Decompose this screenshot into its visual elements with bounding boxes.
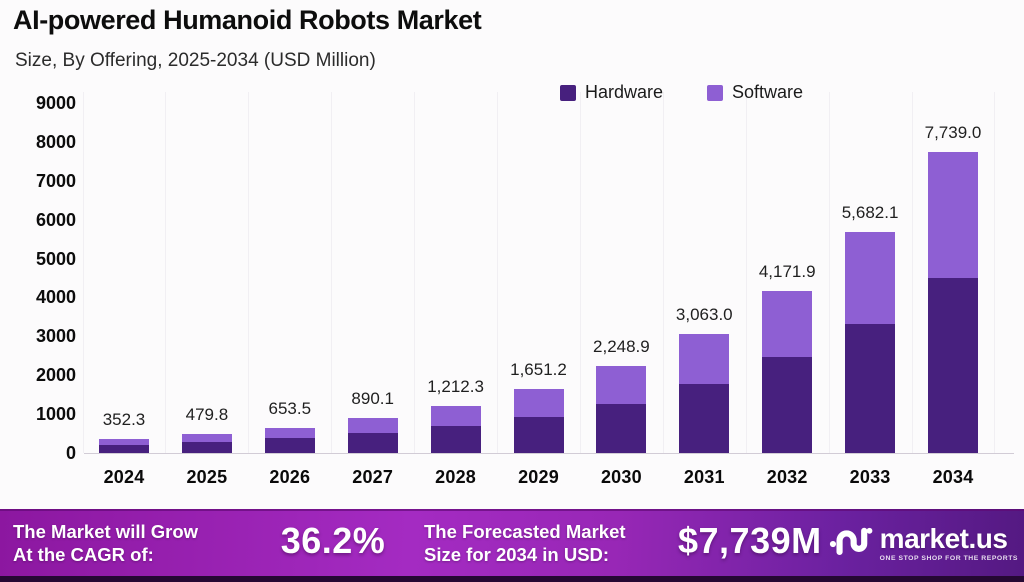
bar-total-label-2028: 1,212.3 xyxy=(427,376,484,396)
bar-software-2029 xyxy=(513,388,564,417)
bar-hardware-2030 xyxy=(596,403,647,453)
x-axis-year-label-2031: 2031 xyxy=(683,467,725,487)
vertical-gridline xyxy=(579,92,581,453)
banner-bottom-strip xyxy=(0,576,1024,582)
vertical-gridline xyxy=(248,92,250,453)
x-axis-year-label-2026: 2026 xyxy=(269,467,311,487)
bar-hardware-2028 xyxy=(430,425,481,453)
bar-software-2033 xyxy=(845,232,896,325)
vertical-gridline xyxy=(745,92,747,453)
y-axis-tick-label: 6000 xyxy=(35,209,76,230)
forecast-label: The Forecasted Market Size for 2034 in U… xyxy=(424,520,626,566)
x-axis-year-label-2033: 2033 xyxy=(849,467,891,487)
x-axis-year-label-2028: 2028 xyxy=(435,467,477,487)
cagr-label: The Market will Grow At the CAGR of: xyxy=(13,520,198,566)
bar-hardware-2026 xyxy=(264,438,315,453)
y-axis-tick-label: 2000 xyxy=(35,365,76,386)
marketus-logo: market.us ONE STOP SHOP FOR THE REPORTS xyxy=(829,522,1018,564)
vertical-gridline xyxy=(828,92,830,453)
legend-item-software: Software xyxy=(707,82,803,103)
bar-total-label-2034: 7,739.0 xyxy=(924,123,982,143)
vertical-gridline xyxy=(82,92,84,453)
marketus-logo-mark-icon xyxy=(829,522,873,564)
brand-tagline: ONE STOP SHOP FOR THE REPORTS xyxy=(879,554,1018,562)
bar-total-label-2033: 5,682.1 xyxy=(841,203,899,223)
vertical-gridline xyxy=(331,92,333,453)
forecast-value: $7,739M xyxy=(678,520,822,561)
bar-software-2030 xyxy=(596,365,647,404)
cagr-value: 36.2% xyxy=(280,520,386,561)
bar-hardware-2025 xyxy=(181,442,232,453)
vertical-gridline xyxy=(911,92,913,453)
y-axis-tick-label: 8000 xyxy=(35,131,76,152)
footer-banner: The Market will Grow At the CAGR of: 36.… xyxy=(0,509,1024,582)
x-axis-year-label-2032: 2032 xyxy=(766,467,808,487)
bar-total-label-2032: 4,171.9 xyxy=(758,261,816,281)
vertical-gridline xyxy=(165,92,167,453)
chart-legend: Hardware Software xyxy=(560,82,803,103)
vertical-gridline xyxy=(994,92,996,453)
x-axis-year-label-2025: 2025 xyxy=(186,467,228,487)
y-axis-tick-label: 7000 xyxy=(35,170,76,191)
forecast-label-line1: The Forecasted Market xyxy=(424,521,626,542)
bar-hardware-2032 xyxy=(762,356,813,453)
vertical-gridline xyxy=(414,92,416,453)
bar-total-label-2031: 3,063.0 xyxy=(675,304,733,324)
bar-software-2026 xyxy=(264,427,315,439)
legend-item-hardware: Hardware xyxy=(560,82,663,103)
bar-software-2027 xyxy=(347,418,398,433)
bar-hardware-2029 xyxy=(513,416,564,453)
bar-software-2031 xyxy=(679,333,730,384)
brand-name: market.us xyxy=(879,522,1008,554)
marketus-logo-text: market.us ONE STOP SHOP FOR THE REPORTS xyxy=(879,522,1018,562)
x-axis-year-label-2030: 2030 xyxy=(600,467,642,487)
bar-software-2032 xyxy=(762,290,813,357)
bar-software-2034 xyxy=(928,152,978,278)
bar-total-label-2026: 653.5 xyxy=(268,398,312,418)
legend-label-hardware: Hardware xyxy=(585,82,664,102)
bar-hardware-2033 xyxy=(845,324,896,453)
bar-software-2028 xyxy=(430,405,481,426)
bar-hardware-2024 xyxy=(99,445,149,453)
bar-hardware-2034 xyxy=(928,278,978,453)
y-axis-tick-label: 9000 xyxy=(35,93,76,113)
y-axis-tick-label: 3000 xyxy=(35,326,76,347)
bar-software-2025 xyxy=(181,434,232,443)
y-axis-tick-label: 4000 xyxy=(35,287,76,308)
x-axis-year-label-2029: 2029 xyxy=(518,467,559,487)
x-axis-year-label-2034: 2034 xyxy=(932,467,974,487)
vertical-gridline xyxy=(662,92,664,453)
bar-software-2024 xyxy=(99,439,149,446)
y-axis-tick-label: 5000 xyxy=(35,248,76,269)
page-title: AI-powered Humanoid Robots Market xyxy=(13,5,482,35)
x-axis-year-label-2024: 2024 xyxy=(103,467,145,487)
software-swatch-icon xyxy=(707,84,724,101)
hardware-swatch-icon xyxy=(560,84,576,101)
bar-total-label-2025: 479.8 xyxy=(185,405,229,425)
bar-total-label-2027: 890.1 xyxy=(351,389,394,409)
vertical-gridline xyxy=(497,92,498,453)
y-axis-tick-label: 1000 xyxy=(35,404,76,425)
banner-top-edge xyxy=(0,509,1024,511)
cagr-label-line1: The Market will Grow xyxy=(13,521,199,542)
bar-hardware-2027 xyxy=(347,432,398,453)
cagr-label-line2: At the CAGR of: xyxy=(13,544,154,565)
y-axis-tick-label: 0 xyxy=(65,443,76,463)
bar-total-label-2024: 352.3 xyxy=(102,410,146,430)
forecast-label-line2: Size for 2034 in USD: xyxy=(424,544,610,565)
bar-hardware-2031 xyxy=(679,383,730,453)
bar-total-label-2029: 1,651.2 xyxy=(510,359,567,379)
bar-total-label-2030: 2,248.9 xyxy=(593,336,650,356)
x-axis-year-label-2027: 2027 xyxy=(352,467,394,487)
legend-label-software: Software xyxy=(732,82,804,102)
page-subtitle: Size, By Offering, 2025-2034 (USD Millio… xyxy=(15,50,376,71)
x-axis-baseline xyxy=(84,453,1014,454)
